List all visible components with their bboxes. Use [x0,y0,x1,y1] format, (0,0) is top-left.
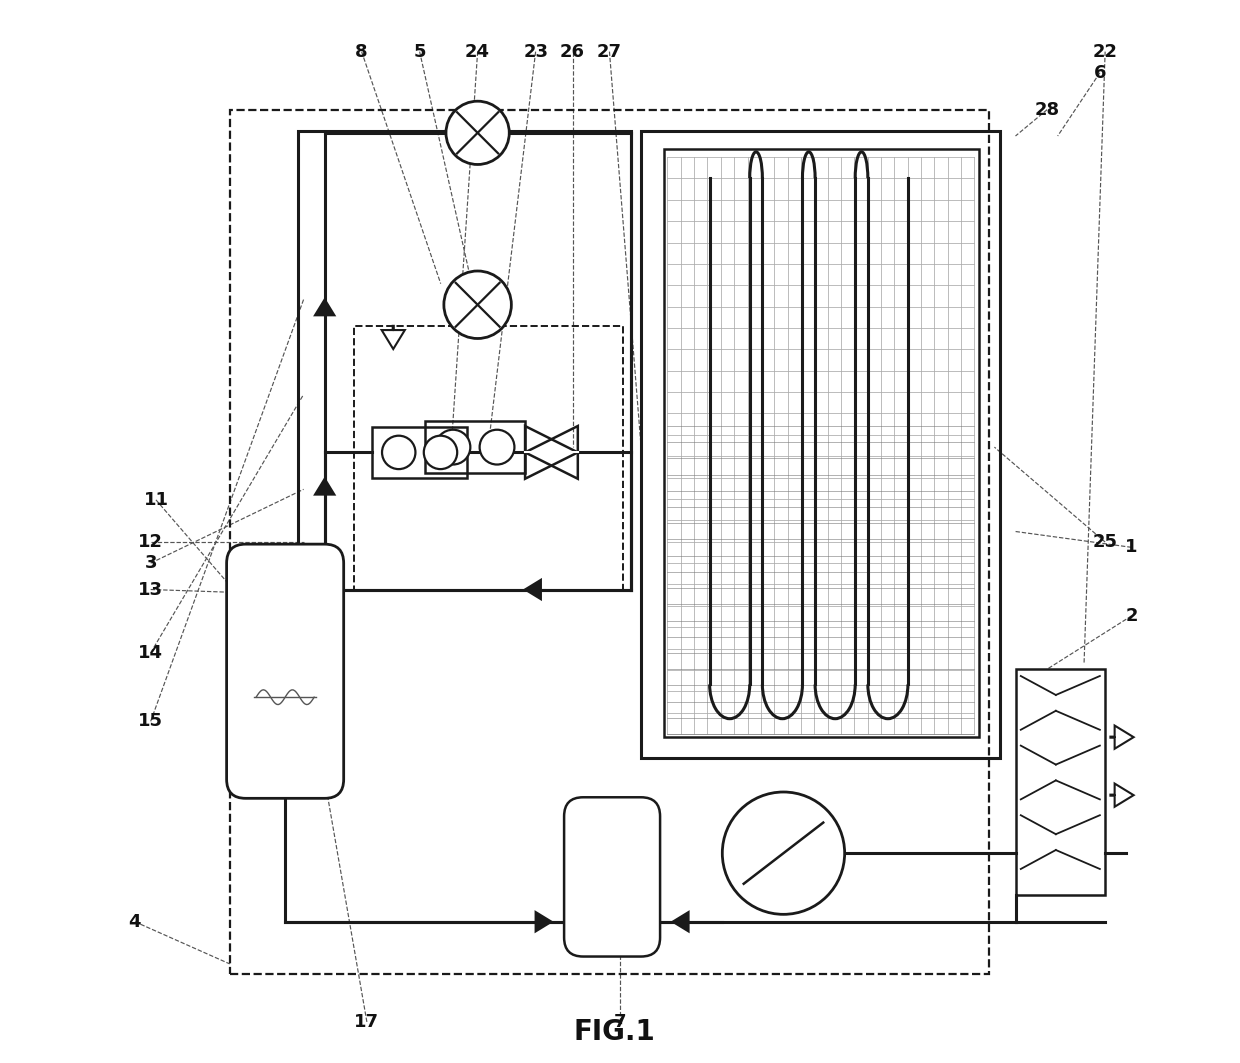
Bar [665,149,978,737]
FancyBboxPatch shape [227,544,343,798]
Bar [1016,669,1105,895]
FancyArrow shape [1110,726,1133,748]
Text: 28: 28 [1034,101,1060,119]
FancyArrow shape [1110,783,1133,807]
Text: 2: 2 [1125,607,1138,625]
Text: 27: 27 [596,43,622,61]
FancyArrow shape [523,578,546,601]
Circle shape [435,429,470,465]
Text: 25: 25 [1092,533,1117,551]
FancyArrow shape [382,326,404,349]
Text: 13: 13 [138,580,164,598]
Bar [425,421,525,473]
Text: 4: 4 [129,913,141,931]
Text: 8: 8 [356,43,368,61]
FancyBboxPatch shape [564,797,660,957]
FancyArrow shape [531,910,553,933]
Bar [372,427,467,477]
Text: 1: 1 [1125,538,1138,556]
Circle shape [480,429,515,465]
Text: 11: 11 [144,491,169,509]
Circle shape [723,792,844,914]
Bar [299,131,631,590]
Text: 5: 5 [413,43,425,61]
Bar [355,326,624,590]
Text: FIG.1: FIG.1 [574,1018,656,1046]
Circle shape [382,436,415,469]
FancyArrow shape [671,910,694,933]
Text: 22: 22 [1092,43,1117,61]
Text: 7: 7 [614,1013,626,1031]
Text: 26: 26 [560,43,585,61]
Text: 3: 3 [144,554,157,572]
Circle shape [446,101,510,165]
Text: 17: 17 [355,1013,379,1031]
Circle shape [444,271,511,338]
Text: 12: 12 [138,533,164,551]
Circle shape [424,436,458,469]
Text: 6: 6 [1094,64,1106,82]
Bar [641,131,999,758]
Bar [229,109,990,975]
FancyArrow shape [312,476,336,500]
Text: 24: 24 [465,43,490,61]
Text: 15: 15 [138,712,164,730]
Text: 14: 14 [138,644,164,662]
Text: 23: 23 [523,43,548,61]
FancyArrow shape [312,298,336,321]
